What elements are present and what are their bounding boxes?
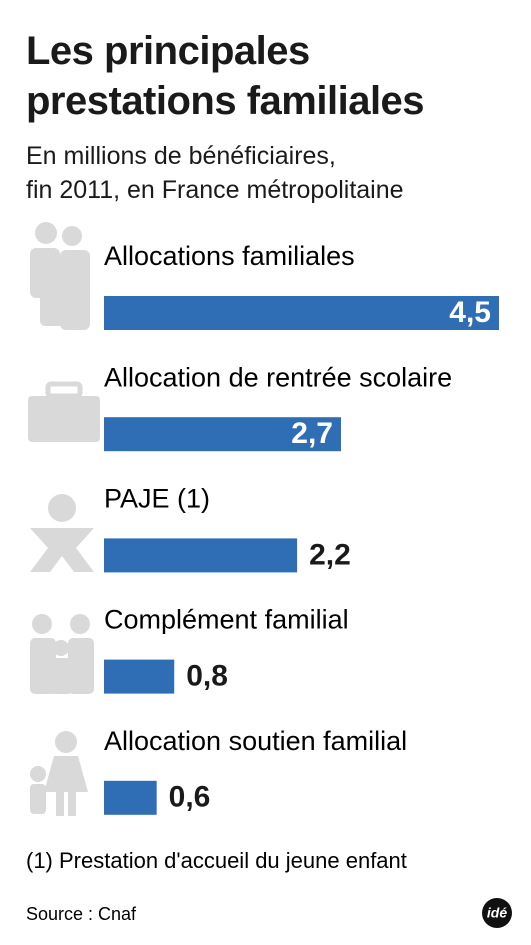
bar <box>104 538 298 573</box>
value-label: 2,7 <box>291 417 333 450</box>
value-label: 4,5 <box>449 296 491 329</box>
category-label: Complément familial <box>104 605 349 635</box>
icon-schoolbag <box>28 381 100 442</box>
logo: idé <box>487 905 507 921</box>
chart-subtitle: fin 2011, en France métropolitaine <box>26 176 404 204</box>
chart-title: Les principales <box>26 29 310 73</box>
value-label: 0,6 <box>169 781 211 814</box>
bar <box>104 659 175 694</box>
chart-title: prestations familiales <box>26 79 425 123</box>
icon-parent-child <box>30 731 88 816</box>
bar <box>104 780 157 815</box>
bar <box>104 417 341 452</box>
icon-family <box>30 614 94 694</box>
footnote: (1) Prestation d'accueil du jeune enfant <box>26 848 407 873</box>
bar <box>104 296 499 330</box>
source: Source : Cnaf <box>26 904 137 924</box>
chart-subtitle: En millions de bénéficiaires, <box>26 142 336 170</box>
value-label: 0,8 <box>186 660 228 693</box>
value-label: 2,2 <box>309 538 351 571</box>
category-label: Allocation de rentrée scolaire <box>104 362 452 392</box>
category-label: PAJE (1) <box>104 484 210 514</box>
icon-baby <box>30 494 94 572</box>
category-label: Allocations familiales <box>104 241 355 271</box>
logo-badge <box>482 898 512 928</box>
icon-family <box>30 222 90 330</box>
category-label: Allocation soutien familial <box>104 726 407 756</box>
